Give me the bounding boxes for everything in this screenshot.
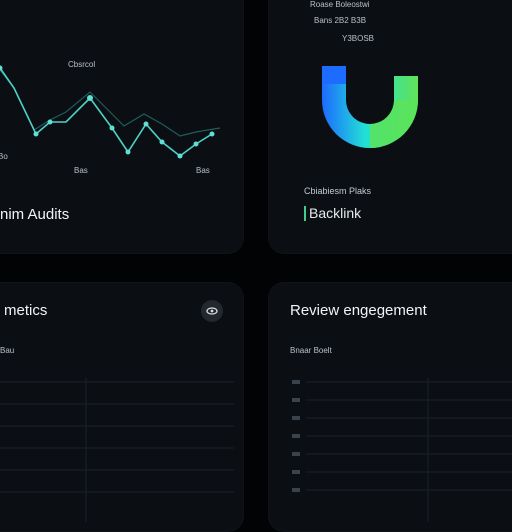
card-title: nim Audits xyxy=(0,206,70,223)
card-title: Review engegement xyxy=(290,302,427,319)
header-line-2: Bans 2B2 B3B xyxy=(314,16,367,25)
data-point xyxy=(159,139,165,145)
data-point xyxy=(33,131,39,137)
data-point xyxy=(0,65,3,71)
data-point xyxy=(193,141,199,147)
header-line-1: Roase Boleostwi xyxy=(310,0,370,9)
y-tick-marks xyxy=(292,380,300,492)
point-label: Cbsrcol xyxy=(68,60,96,69)
audits-line-chart xyxy=(0,65,221,159)
gauge-segment-blue xyxy=(322,66,346,84)
gauge-segment-green xyxy=(370,100,418,148)
axis-label-left: Bo xyxy=(0,152,8,161)
card-subtitle: Bau xyxy=(0,346,15,355)
data-point xyxy=(177,153,183,159)
card-title: metics xyxy=(4,302,48,319)
donut-chart xyxy=(322,66,418,148)
metrics-grid xyxy=(0,378,234,522)
data-point xyxy=(125,149,131,155)
data-point xyxy=(209,131,215,137)
main-series-line xyxy=(0,67,213,158)
eye-icon xyxy=(206,307,218,315)
caption: Cbiabiesm Plaks xyxy=(304,186,372,196)
header-line-3: Y3BOSB xyxy=(342,34,375,43)
axis-label-bottom-right: Bas xyxy=(196,166,210,175)
engagement-grid xyxy=(292,378,512,522)
backlink-link[interactable]: Backlink xyxy=(304,206,361,221)
backlink-card: Roase Boleostwi Bans 2B2 B3B Y3BOSB Cbia… xyxy=(268,0,512,254)
data-point xyxy=(87,95,93,101)
card-action-button[interactable] xyxy=(201,300,223,322)
review-engagement-card: Review engegement Bnaar Boelt xyxy=(268,282,512,532)
metrics-card: metics Bau xyxy=(0,282,244,532)
axis-label-bottom-left: Bas xyxy=(74,166,88,175)
data-point xyxy=(109,125,115,131)
data-point xyxy=(47,119,53,125)
card-subtitle: Bnaar Boelt xyxy=(290,346,332,355)
audits-card: Cbsrcol Bo Bas Bas nim Audits xyxy=(0,0,244,254)
data-point xyxy=(143,121,149,127)
